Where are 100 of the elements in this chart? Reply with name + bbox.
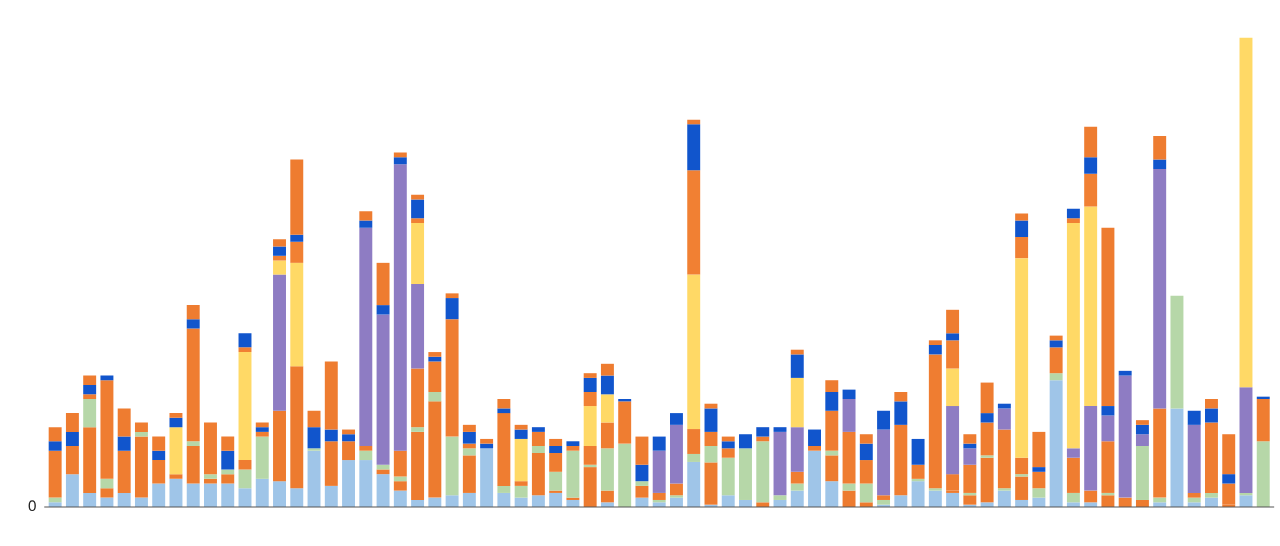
- bar: [600, 375, 614, 395]
- bar: [462, 455, 476, 493]
- bar: [445, 298, 459, 320]
- bar: [1153, 136, 1167, 160]
- bar: [342, 434, 356, 442]
- bar: [583, 406, 597, 446]
- bar: [980, 457, 994, 503]
- bar: [1049, 347, 1063, 374]
- bar: [842, 483, 856, 491]
- bar: [825, 391, 839, 411]
- bar: [204, 483, 217, 508]
- bar: [877, 429, 891, 496]
- bar: [911, 464, 925, 479]
- bar: [963, 464, 977, 493]
- bar: [721, 441, 735, 449]
- bar: [376, 474, 390, 508]
- bar: [531, 427, 545, 432]
- bar: [1153, 168, 1167, 409]
- bar: [204, 474, 217, 479]
- bar: [1066, 457, 1080, 493]
- bar: [1256, 441, 1270, 508]
- bar: [1239, 387, 1253, 493]
- bar: [462, 448, 476, 456]
- bar: [894, 401, 908, 425]
- bar: [497, 408, 511, 414]
- bar: [359, 445, 373, 451]
- bar: [1187, 410, 1201, 425]
- bar: [462, 424, 476, 432]
- bar: [273, 260, 286, 275]
- bar: [480, 448, 494, 508]
- bar: [1049, 373, 1063, 381]
- bar: [497, 492, 511, 508]
- bar: [635, 481, 649, 486]
- bar: [997, 488, 1011, 491]
- bar: [946, 309, 960, 334]
- bar: [1066, 492, 1080, 503]
- bar: [687, 429, 701, 454]
- bar: [1066, 218, 1080, 223]
- bar: [497, 485, 511, 493]
- bar: [1015, 258, 1029, 458]
- bar: [376, 305, 390, 315]
- bar: [1118, 375, 1132, 498]
- bar: [600, 422, 614, 449]
- bar: [1084, 406, 1098, 491]
- bar: [324, 361, 338, 430]
- bar: [1205, 408, 1218, 423]
- bar: [100, 488, 114, 498]
- bar: [808, 429, 821, 446]
- bar: [359, 450, 373, 461]
- bar: [1101, 495, 1115, 508]
- bar: [1015, 213, 1029, 221]
- bar: [997, 490, 1011, 508]
- bar: [169, 427, 183, 475]
- bar: [963, 495, 977, 505]
- bar: [1101, 441, 1115, 493]
- bar: [687, 170, 701, 275]
- bar: [290, 234, 304, 242]
- bar: [859, 443, 873, 461]
- bar: [65, 413, 79, 432]
- bar: [790, 427, 804, 472]
- bar: [393, 152, 407, 158]
- bar: [238, 333, 252, 348]
- bar: [842, 431, 856, 484]
- bar: [273, 410, 286, 482]
- bar: [117, 408, 131, 437]
- bar: [255, 436, 269, 479]
- bar: [600, 363, 614, 376]
- bar: [704, 462, 718, 505]
- bar: [83, 384, 97, 395]
- bar: [894, 424, 908, 496]
- bar: [393, 481, 407, 491]
- bar: [376, 314, 390, 465]
- bar: [65, 431, 79, 446]
- bar: [894, 391, 908, 402]
- bar: [290, 262, 304, 367]
- bar: [687, 274, 701, 430]
- bar: [411, 283, 425, 369]
- bar: [428, 352, 442, 357]
- bar: [531, 453, 545, 496]
- bar: [462, 492, 476, 508]
- bar: [825, 481, 839, 508]
- bar: [273, 274, 286, 411]
- bar: [186, 305, 200, 320]
- bar: [635, 464, 649, 482]
- bar: [359, 227, 373, 446]
- bar: [1066, 448, 1080, 458]
- bar: [411, 218, 425, 223]
- bar: [583, 373, 597, 378]
- bar: [1084, 490, 1098, 503]
- bar: [307, 448, 321, 451]
- bar: [928, 345, 942, 355]
- bar: [83, 375, 97, 385]
- bar: [359, 211, 373, 221]
- bar: [739, 448, 752, 500]
- bar: [359, 460, 373, 508]
- bar: [273, 481, 286, 508]
- bar: [186, 319, 200, 329]
- bar: [65, 474, 79, 508]
- bar: [531, 445, 545, 454]
- bar: [1205, 492, 1218, 498]
